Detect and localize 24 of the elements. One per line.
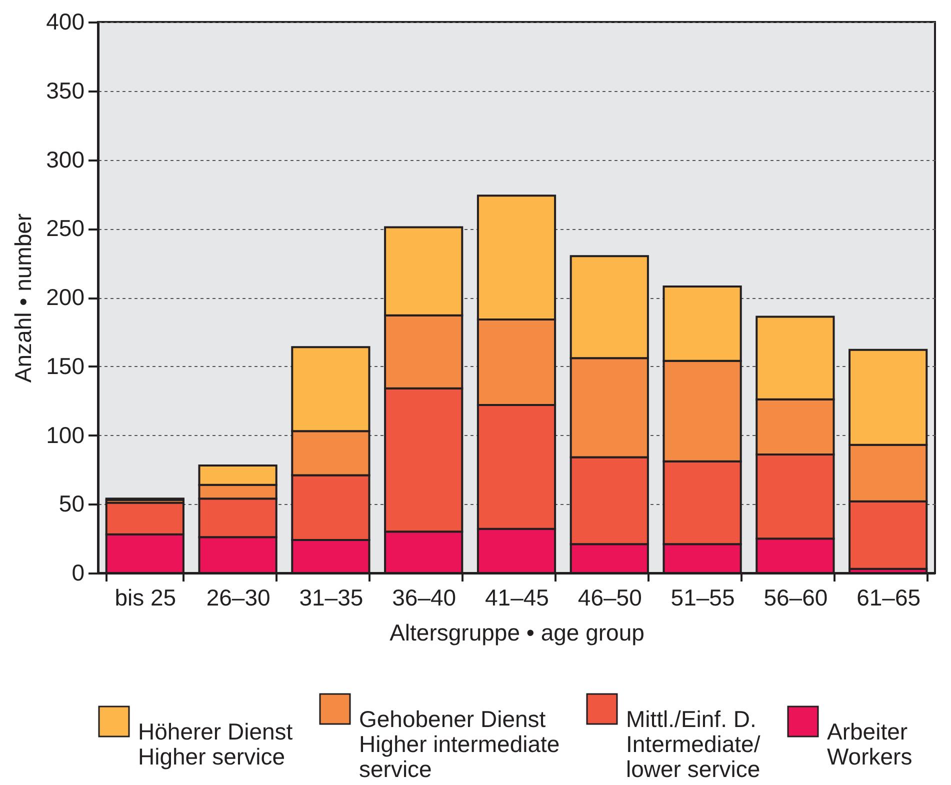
- x-tick-label: 46–50: [578, 584, 642, 610]
- y-tick-label: 250: [46, 215, 84, 242]
- x-tick-label: bis 25: [114, 584, 176, 610]
- y-axis-title: Anzahl • number: [10, 213, 36, 383]
- x-tick-label: 26–30: [206, 584, 270, 610]
- x-tick-label: 31–35: [299, 584, 364, 610]
- legend-label: Mittl./Einf. D. Intermediate/ lower service: [626, 706, 761, 782]
- x-tick-label: 56–60: [764, 584, 828, 610]
- y-tick-label: 50: [58, 490, 84, 517]
- x-tick-label: 51–55: [670, 584, 735, 610]
- y-tick-label: 350: [46, 77, 84, 104]
- y-tick-label: 100: [46, 422, 84, 448]
- y-tick-label: 0: [72, 560, 84, 586]
- x-tick-label: 41–45: [485, 584, 549, 610]
- x-tick-label: 61–65: [856, 584, 921, 610]
- legend-label: Gehobener Dienst Higher intermediate service: [359, 706, 560, 782]
- y-tick-label: 200: [46, 284, 84, 310]
- legend-label: Arbeiter Workers: [827, 718, 912, 770]
- y-tick-label: 400: [46, 8, 84, 34]
- legend-label: Höherer Dienst Higher service: [138, 718, 294, 770]
- y-tick-label: 150: [46, 352, 84, 379]
- x-axis-title: Altersgruppe • age group: [390, 620, 644, 646]
- x-tick-label: 36–40: [392, 584, 456, 610]
- y-tick-label: 300: [46, 146, 84, 172]
